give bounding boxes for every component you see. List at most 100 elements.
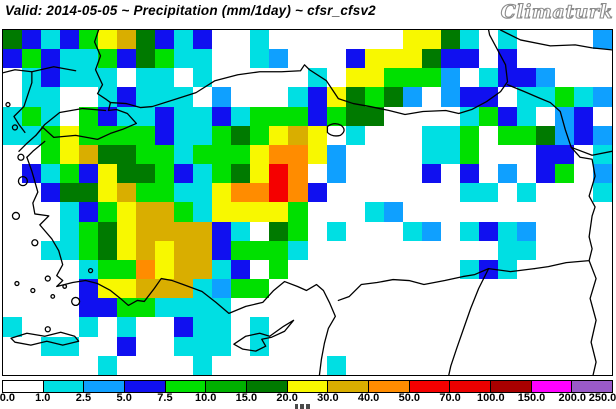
grid-cell [326, 183, 346, 203]
grid-cell [345, 240, 365, 260]
grid-cell [174, 49, 194, 69]
grid-cell [41, 355, 61, 375]
grid-cell [535, 298, 555, 318]
grid-cell [345, 279, 365, 299]
grid-cell [307, 183, 327, 203]
grid-cell [250, 106, 270, 126]
grid-cell [535, 164, 555, 184]
grid-cell [212, 221, 232, 241]
grid-cell [592, 125, 612, 145]
grid-cell [212, 68, 232, 88]
grid-cell [193, 30, 213, 50]
grid-cell [592, 183, 612, 203]
colorbar [2, 380, 613, 393]
colorbar-tick-label: 250.0 [588, 392, 616, 404]
grid-cell [60, 30, 80, 50]
grid-cell [478, 164, 498, 184]
grid-cell [478, 279, 498, 299]
grid-cell [421, 87, 441, 107]
grid-cell [497, 164, 517, 184]
grid-cell [402, 279, 422, 299]
grid-cell [459, 279, 479, 299]
grid-cell [497, 259, 517, 280]
grid-cell [345, 125, 365, 145]
grid-cell [22, 183, 42, 203]
grid-cell [364, 87, 384, 107]
grid-cell [516, 183, 536, 203]
grid-cell [3, 30, 23, 50]
grid-cell [174, 336, 194, 356]
colorbar-tick-label: 150.0 [517, 392, 546, 404]
colorbar-segment [327, 381, 369, 392]
grid-cell [459, 355, 479, 375]
grid-cell [3, 221, 23, 241]
grid-cell [592, 49, 612, 69]
grid-cell [364, 202, 384, 222]
grid-cell [459, 125, 479, 145]
grid-cell [212, 125, 232, 145]
grid-cell [326, 298, 346, 318]
grid-cell [573, 68, 593, 88]
grid-cell [3, 183, 23, 203]
grid-cell [250, 164, 270, 184]
grid-cell [288, 164, 308, 184]
grid-cell [326, 68, 346, 88]
grid-cell [516, 279, 536, 299]
grid-cell [79, 106, 99, 126]
grid-cell [117, 259, 137, 280]
grid-cell [231, 355, 251, 375]
grid-cell [231, 49, 251, 69]
grid-cell [41, 164, 61, 184]
grid-cell [440, 125, 460, 145]
grid-cell [250, 183, 270, 203]
grid-cell [288, 259, 308, 280]
grid-cell [535, 144, 555, 165]
grid-cell [307, 240, 327, 260]
grid-cell [79, 221, 99, 241]
grid-cell [60, 125, 80, 145]
grid-cell [402, 221, 422, 241]
grid-cell [535, 49, 555, 69]
grid-cell [174, 298, 194, 318]
grid-cell [117, 279, 137, 299]
grid-cell [98, 87, 118, 107]
grid-cell [554, 279, 574, 299]
grid-cell [383, 298, 403, 318]
grid-cell [307, 49, 327, 69]
grid-cell [535, 259, 555, 280]
grid-cell [193, 164, 213, 184]
grid-cell [535, 68, 555, 88]
grid-cell [41, 144, 61, 165]
grid-cell [326, 106, 346, 126]
grid-cell [554, 317, 574, 337]
grid-cell [155, 317, 175, 337]
grid-cell [41, 317, 61, 337]
grid-cell [383, 49, 403, 69]
grid-cell [364, 106, 384, 126]
grid-cell [98, 317, 118, 337]
grid-cell [117, 49, 137, 69]
grid-cell [3, 317, 23, 337]
grid-cell [231, 298, 251, 318]
grid-cell [250, 202, 270, 222]
grid-cell [98, 355, 118, 375]
grid-cell [269, 183, 289, 203]
grid-cell [155, 87, 175, 107]
grid-cell [174, 259, 194, 280]
grid-cell [573, 336, 593, 356]
colorbar-segment [530, 381, 572, 392]
colorbar-tick-label: 1.0 [35, 392, 51, 404]
grid-cell [535, 221, 555, 241]
grid-cell [60, 49, 80, 69]
grid-cell [383, 240, 403, 260]
grid-cell [478, 298, 498, 318]
grid-cell [478, 183, 498, 203]
grid-cell [22, 87, 42, 107]
grid-cell [573, 87, 593, 107]
grid-cell [22, 164, 42, 184]
grid-cell [193, 221, 213, 241]
grid-cell [3, 125, 23, 145]
grid-cell [421, 144, 441, 165]
grid-cell [155, 30, 175, 50]
grid-cell [345, 336, 365, 356]
